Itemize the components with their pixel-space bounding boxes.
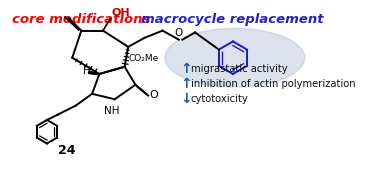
Text: O: O	[149, 90, 158, 100]
Text: macrocycle replacement: macrocycle replacement	[141, 13, 323, 26]
Text: CO₂Me: CO₂Me	[128, 54, 158, 63]
Text: NH: NH	[104, 106, 120, 116]
Text: ↑: ↑	[181, 62, 192, 76]
Text: O: O	[175, 28, 183, 38]
Text: cytotoxicity: cytotoxicity	[191, 94, 248, 104]
Text: inhibition of actin polymerization: inhibition of actin polymerization	[191, 79, 355, 89]
Text: migrastatic activity: migrastatic activity	[191, 64, 287, 74]
Text: H: H	[82, 66, 90, 76]
Text: 24: 24	[58, 144, 76, 157]
Text: ↓: ↓	[181, 92, 192, 106]
Ellipse shape	[165, 28, 305, 87]
Text: core modifications: core modifications	[12, 13, 150, 26]
Text: OH: OH	[111, 8, 130, 18]
Text: ↑: ↑	[181, 77, 192, 91]
